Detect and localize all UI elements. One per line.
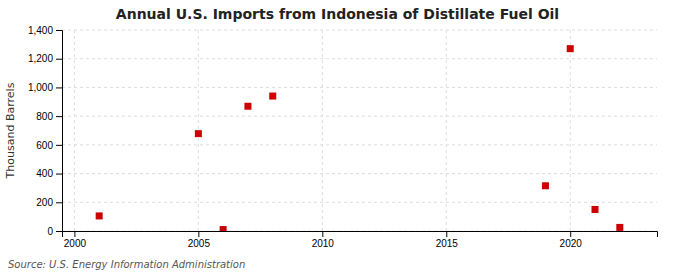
y-axis-tick-mark	[56, 59, 62, 60]
grid-line-y	[62, 30, 657, 31]
point	[616, 224, 623, 231]
y-axis-tick: 0	[47, 226, 62, 237]
x-axis-tick: 2020	[560, 231, 583, 249]
x-axis: 2000 2005 2010 2015 2020	[63, 231, 658, 249]
grid-line-y	[62, 58, 657, 59]
x-axis-tick: 2010	[312, 231, 335, 249]
point	[592, 206, 599, 213]
grid-line-x	[446, 30, 447, 231]
grid-line-y	[62, 144, 657, 145]
y-axis-tick-label: 1,000	[28, 82, 53, 93]
plot-area: 2000 2005 2010 2015 2020 0 200 400 600 800 1,000 1,…	[28, 25, 658, 249]
y-axis-tick: 800	[36, 111, 62, 122]
y-axis: 0 200 400 600 800 1,000 1,200 1,400	[28, 25, 63, 237]
source-note: Source: U.S. Energy Information Administ…	[8, 259, 245, 270]
x-axis-tick-mark	[74, 231, 75, 237]
point	[542, 182, 549, 189]
y-axis-tick-label: 400	[36, 168, 53, 179]
y-axis-tick-label: 1,200	[28, 53, 53, 64]
y-axis-tick-label: 0	[47, 226, 53, 237]
grid-line-x	[74, 30, 75, 231]
x-axis-domain	[63, 232, 658, 238]
y-axis-domain	[56, 31, 63, 232]
chart-container: 2000 2005 2010 2015 2020 0 200 400 600 800 1,000 1,…	[0, 0, 675, 275]
grid-line-y	[62, 116, 657, 117]
y-axis-tick: 1,000	[28, 82, 62, 93]
grid-line-y	[62, 202, 657, 203]
title: Annual U.S. Imports from Indonesia of Di…	[116, 6, 559, 22]
x-axis-tick-label: 2005	[188, 238, 211, 249]
x-axis-tick-mark	[198, 231, 199, 237]
x-axis-tick: 2000	[64, 231, 87, 249]
x-axis-tick: 2005	[188, 231, 211, 249]
y-axis-tick: 600	[36, 140, 62, 151]
point	[269, 93, 276, 100]
x-axis-tick-mark	[322, 231, 323, 237]
x-axis-tick-label: 2000	[64, 238, 87, 249]
chart-svg: 2000 2005 2010 2015 2020 0 200 400 600 800 1,000 1,…	[0, 0, 675, 275]
point	[567, 45, 574, 52]
y-axis-tick-label: 200	[36, 197, 53, 208]
y-axis-label: Thousand Barrels	[4, 82, 17, 179]
y-axis-tick-mark	[56, 202, 62, 203]
grid-line-x	[570, 30, 571, 231]
x-axis-tick: 2015	[436, 231, 459, 249]
y-axis-tick-mark	[56, 231, 62, 232]
x-axis-tick-mark	[570, 231, 571, 237]
y-axis-tick: 400	[36, 168, 62, 179]
y-axis-tick-label: 800	[36, 111, 53, 122]
y-axis-tick-label: 1,400	[28, 25, 53, 36]
y-axis-tick-mark	[56, 145, 62, 146]
point	[195, 130, 202, 137]
x-axis-tick-label: 2020	[560, 238, 583, 249]
x-axis-tick-label: 2015	[436, 238, 459, 249]
y-axis-tick-label: 600	[36, 140, 53, 151]
y-axis-tick-mark	[56, 116, 62, 117]
y-axis-tick: 1,200	[28, 53, 62, 64]
y-axis-tick: 200	[36, 197, 62, 208]
y-axis-tick: 1,400	[28, 25, 62, 36]
grid-line-x	[322, 30, 323, 231]
grid	[62, 30, 657, 231]
point	[220, 226, 227, 231]
marks	[96, 45, 624, 231]
y-axis-tick-mark	[56, 87, 62, 88]
point	[244, 103, 251, 110]
x-axis-tick-mark	[446, 231, 447, 237]
grid-line-y	[62, 87, 657, 88]
point	[96, 212, 103, 219]
x-axis-tick-label: 2010	[312, 238, 335, 249]
y-axis-tick-mark	[56, 174, 62, 175]
grid-line-y	[62, 173, 657, 174]
y-axis-tick-mark	[56, 30, 62, 31]
